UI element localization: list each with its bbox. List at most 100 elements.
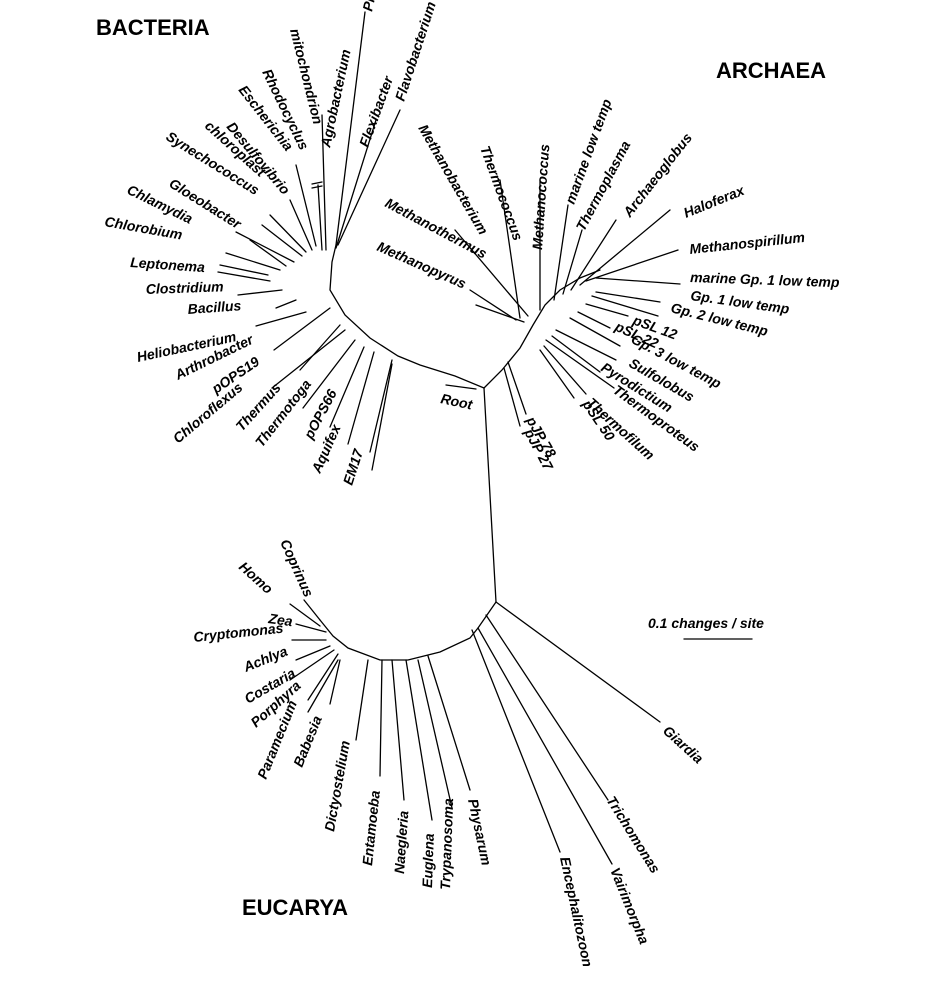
branch-archaea: [579, 209, 671, 286]
taxon-label-flexibacter: Flexibacter: [356, 73, 397, 149]
taxon-label-leptonema: Leptonema: [130, 254, 206, 275]
branch-eucarya: [485, 614, 609, 801]
branch-bacteria: [371, 363, 393, 471]
branch-bacteria: [275, 299, 297, 309]
branch-eucarya: [289, 649, 335, 681]
taxon-label-entamoeba: Entamoeba: [359, 789, 383, 866]
branch-archaea: [539, 349, 575, 399]
branch-bacteria: [335, 119, 377, 249]
branch-eucarya: [295, 645, 331, 661]
taxon-label-trypanosoma: Trypanosoma: [437, 798, 456, 890]
branch-bacteria: [219, 264, 269, 276]
taxon-label-cryptomonas: Cryptomonas: [193, 620, 285, 645]
taxon-label-homo: Homo: [236, 558, 277, 597]
taxon-label-chloroflexus: Chloroflexus: [170, 379, 246, 446]
branch-bacteria: [302, 339, 356, 409]
taxon-label-flavobacterium: Flavobacterium: [392, 0, 439, 103]
branch-bacteria: [317, 184, 323, 251]
archaea-backbone: [483, 269, 601, 389]
taxon-label-haloferax: Haloferax: [681, 182, 747, 221]
taxon-label-clostridium: Clostridium: [146, 278, 224, 297]
taxon-label-methanospirillum: Methanospirillum: [689, 229, 806, 257]
branch-eucarya: [477, 627, 613, 865]
branch-bacteria: [261, 224, 303, 257]
domain-label-archaea: ARCHAEA: [716, 58, 826, 83]
branch-archaea: [585, 249, 679, 282]
branch-eucarya: [303, 599, 321, 621]
branch-bacteria: [225, 252, 281, 271]
branch-bacteria: [329, 346, 365, 428]
branch-archaea: [569, 317, 621, 347]
taxon-label-naegleria: Naegleria: [391, 810, 411, 874]
branch-bacteria: [347, 351, 375, 445]
taxon-label-agrobacterium: Agrobacterium: [317, 48, 354, 150]
taxon-label-bacillus: Bacillus: [187, 297, 242, 317]
branch-mark: [311, 181, 323, 185]
branch-bacteria: [321, 114, 327, 251]
branch-eucarya: [495, 601, 661, 723]
domain-label-bacteria: BACTERIA: [96, 15, 210, 40]
branch-archaea: [499, 179, 521, 319]
branch-eucarya: [307, 659, 339, 713]
taxon-label-babesia: Babesia: [290, 713, 325, 769]
root-trunk: [483, 387, 497, 603]
branch-archaea: [507, 361, 527, 415]
taxon-label-physarum: Physarum: [465, 797, 495, 867]
branch-bacteria: [289, 199, 313, 251]
eucarya-backbone: [319, 601, 497, 661]
branch-eucarya: [471, 629, 561, 853]
branch-archaea: [577, 311, 611, 329]
branch-eucarya: [405, 659, 433, 821]
branch-bacteria: [235, 231, 295, 263]
branch-bacteria: [249, 239, 287, 267]
branch-bacteria: [269, 214, 307, 253]
branch-archaea: [551, 335, 601, 373]
branch-eucarya: [355, 659, 369, 741]
branch-archaea: [545, 339, 615, 389]
branch-bacteria: [295, 164, 317, 247]
branch-bacteria: [337, 109, 401, 246]
branch-bacteria: [237, 289, 283, 296]
branch-archaea: [595, 291, 661, 303]
taxon-label-euglena: Euglena: [419, 833, 437, 888]
branch-eucarya: [391, 659, 405, 801]
branch-bacteria: [255, 311, 307, 327]
domain-label-eucarya: EUCARYA: [242, 895, 348, 920]
branch-archaea: [555, 329, 617, 361]
branch-eucarya: [307, 653, 339, 701]
taxon-label-dictyostelium: Dictyostelium: [321, 739, 353, 832]
taxon-label-vairimorpha: Vairimorpha: [607, 865, 652, 946]
taxon-label-giardia: Giardia: [660, 722, 707, 766]
taxon-label-coprinus: Coprinus: [277, 537, 317, 600]
branch-archaea: [585, 303, 629, 317]
branch-mark: [311, 185, 323, 189]
branch-bacteria: [335, 11, 366, 246]
branch-archaea: [562, 229, 583, 295]
branch-archaea: [591, 295, 659, 317]
taxon-label-methanococcus: Methanococcus: [529, 143, 552, 250]
taxon-labels: PlanctomycesmitochondrionAgrobacteriumFl…: [103, 0, 840, 968]
branch-eucarya: [379, 659, 383, 777]
taxon-label-planctomyces: Planctomyces: [359, 0, 394, 13]
taxon-label-em17: EM17: [340, 446, 367, 487]
branch-archaea: [570, 219, 617, 291]
branch-archaea: [595, 277, 681, 285]
bacteria-backbone: [329, 244, 485, 389]
branch-eucarya: [417, 659, 453, 809]
branch-archaea: [543, 345, 587, 395]
tree-branches: [217, 11, 681, 865]
taxon-label-marine-gp-1-low-temp: marine Gp. 1 low temp: [690, 269, 840, 290]
taxon-label-zea: Zea: [267, 610, 294, 629]
branch-bacteria: [271, 329, 346, 389]
root-marker: [445, 384, 477, 390]
branch-bacteria: [299, 324, 341, 371]
branch-archaea: [503, 367, 521, 427]
branch-archaea: [553, 204, 569, 301]
branch-bacteria: [273, 307, 331, 351]
scale-bar-label: 0.1 changes / site: [648, 615, 764, 631]
branch-eucarya: [329, 659, 341, 705]
branch-archaea: [454, 229, 529, 317]
branch-eucarya: [427, 655, 471, 791]
branch-archaea: [469, 289, 517, 321]
